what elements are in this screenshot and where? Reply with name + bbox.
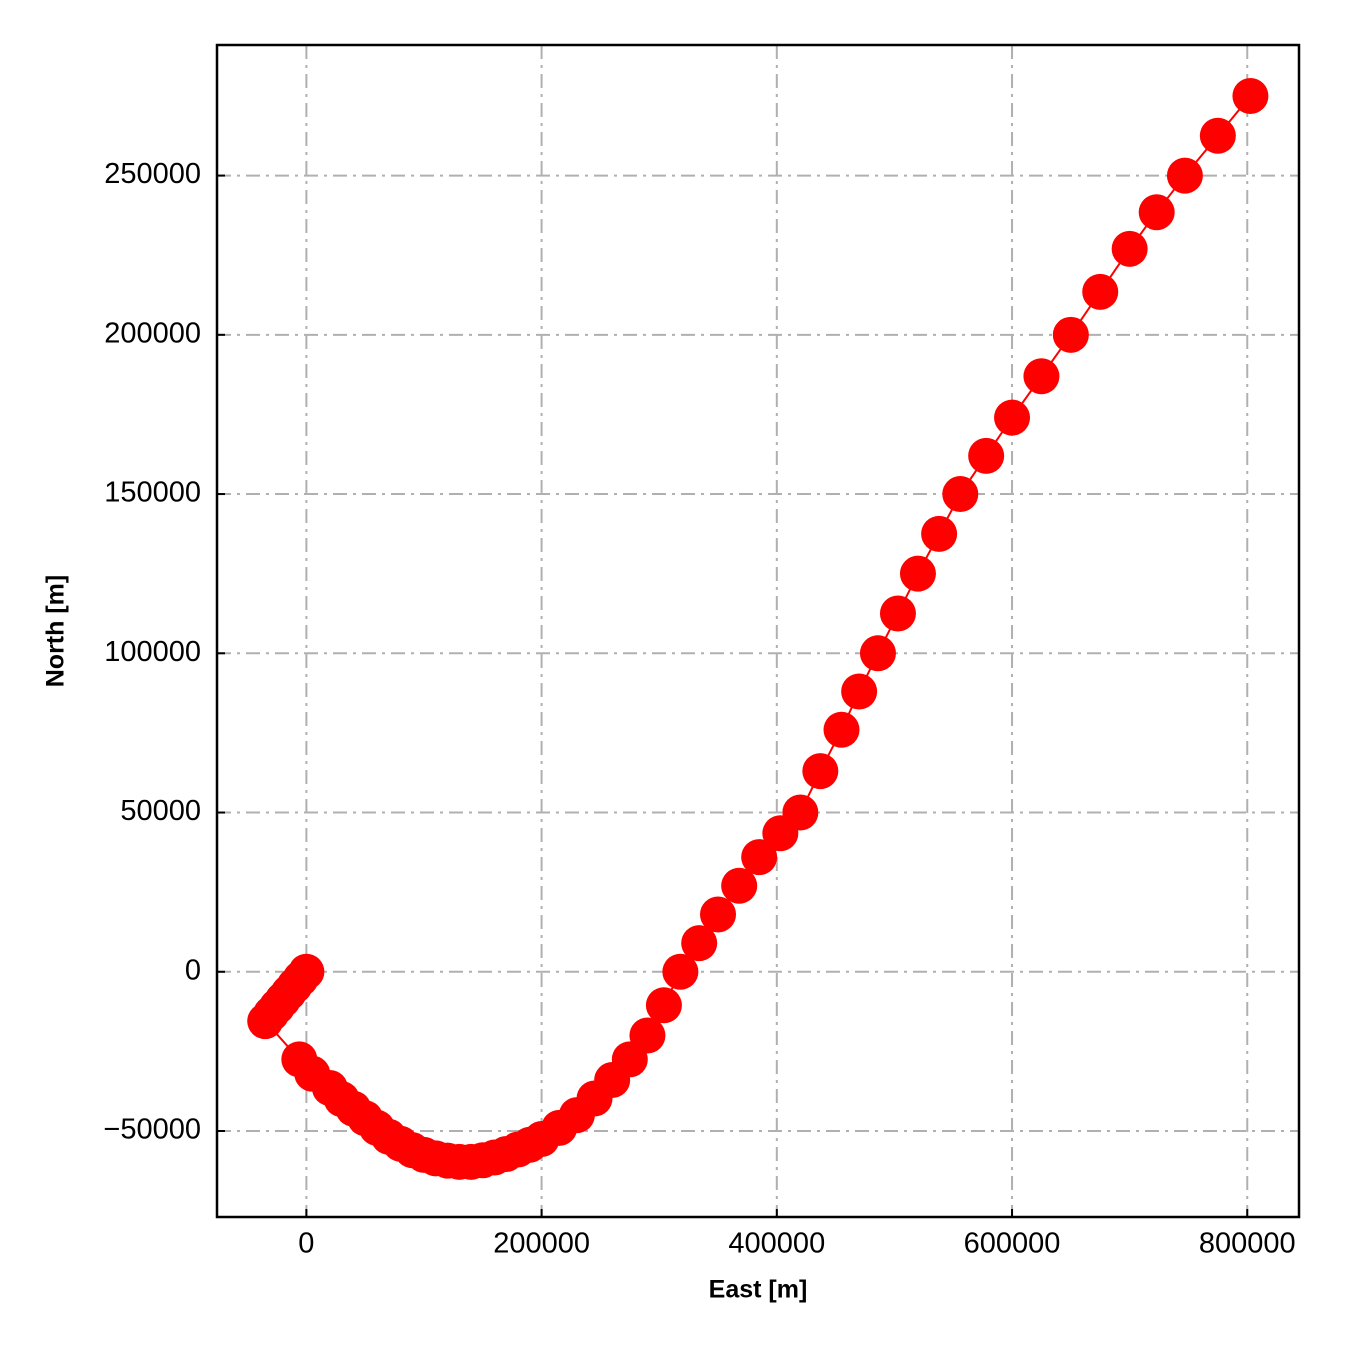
marker — [1052, 316, 1089, 353]
marker — [1023, 358, 1060, 395]
marker — [1082, 273, 1119, 310]
marker — [741, 839, 778, 876]
marker — [841, 673, 878, 710]
x-tick-label: 0 — [298, 1228, 314, 1260]
marker — [662, 953, 699, 990]
marker — [721, 867, 758, 904]
marker — [681, 925, 718, 962]
series-line — [263, 95, 1252, 1163]
y-tick-label: 100000 — [104, 636, 201, 668]
y-tick-label: 0 — [185, 954, 201, 986]
marker — [802, 753, 839, 790]
marker — [700, 896, 737, 933]
marker — [823, 711, 860, 748]
y-axis-label: North [m] — [42, 575, 70, 687]
x-tick-label: 200000 — [493, 1228, 590, 1260]
y-tick-label: 50000 — [120, 795, 201, 827]
y-tick-label: −50000 — [103, 1114, 201, 1146]
marker — [1232, 77, 1269, 114]
marker — [879, 595, 916, 632]
marker — [1199, 117, 1236, 154]
marker — [1138, 194, 1175, 231]
marker — [859, 635, 896, 672]
marker — [247, 1003, 284, 1040]
plot-frame — [215, 43, 1301, 1219]
y-tick-label: 250000 — [104, 158, 201, 190]
marker — [1111, 230, 1148, 267]
marker — [994, 399, 1031, 436]
x-tick-label: 600000 — [964, 1228, 1061, 1260]
marker — [899, 555, 936, 592]
marker — [782, 794, 819, 831]
marker — [645, 987, 682, 1024]
x-tick-label: 400000 — [728, 1228, 825, 1260]
y-tick-label: 200000 — [104, 317, 201, 349]
marker — [942, 476, 979, 513]
marker — [921, 515, 958, 552]
x-axis-label: East [m] — [709, 1276, 808, 1304]
x-tick-label: 800000 — [1199, 1228, 1296, 1260]
marker — [629, 1017, 666, 1054]
marker — [1166, 157, 1203, 194]
y-tick-label: 150000 — [104, 477, 201, 509]
marker — [968, 437, 1005, 474]
